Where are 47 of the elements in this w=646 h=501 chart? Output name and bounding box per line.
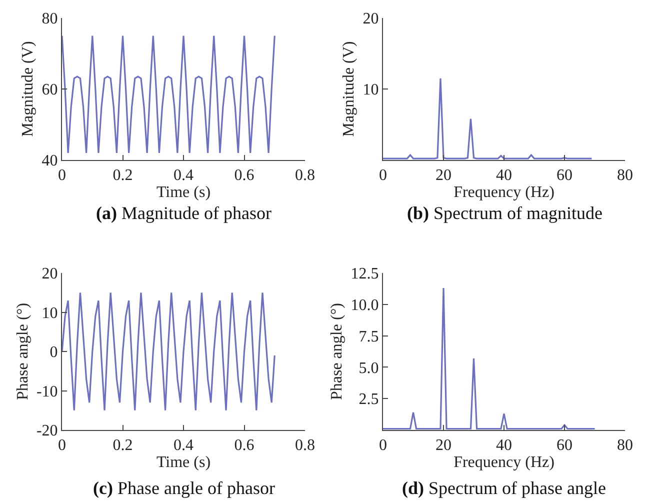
- y-axis-title: Magnitude (V): [20, 41, 37, 137]
- y-tick-label: 2.5: [358, 391, 379, 408]
- x-tick-label: 0.8: [295, 167, 315, 184]
- y-axis-title: Phase angle (°): [328, 302, 346, 400]
- y-tick-label: 20: [42, 266, 58, 283]
- x-tick-label: 0.2: [112, 167, 133, 184]
- x-tick-label: 0.4: [174, 437, 194, 454]
- line-series: [383, 78, 593, 160]
- x-tick-label: 0.6: [234, 167, 254, 184]
- y-tick-label: 10.0: [350, 297, 379, 314]
- text: (a) Magnitude of phasor: [96, 203, 272, 223]
- y-axis-title: Phase angle (°): [14, 302, 32, 400]
- x-tick-label: 80: [617, 167, 633, 184]
- y-tick-label: -20: [36, 422, 58, 440]
- x-tick-label: 80: [617, 437, 633, 454]
- y-tick-label: 12.5: [350, 266, 379, 283]
- x-tick-label: 0.2: [112, 437, 133, 454]
- x-axis-title: Time (s): [156, 454, 211, 472]
- x-tick-label: 60: [556, 167, 572, 184]
- y-tick-label: 60: [42, 82, 58, 99]
- y-tick-label: 40: [42, 152, 58, 170]
- x-tick-label: 60: [556, 437, 572, 454]
- y-tick-label: 10: [42, 304, 58, 322]
- x-tick-label: 20: [436, 167, 452, 184]
- y-axis-title: Magnitude (V): [340, 41, 358, 137]
- x-axis-title: Time (s): [156, 184, 211, 202]
- x-axis-title: Frequency (Hz): [454, 454, 554, 472]
- y-tick-label: 10: [362, 82, 379, 99]
- y-tick-label: 20: [362, 10, 379, 28]
- y-tick-label: 5.0: [358, 360, 379, 377]
- x-tick-label: 20: [436, 437, 452, 454]
- line-series: [383, 287, 596, 430]
- y-tick-label: 0: [50, 344, 58, 362]
- x-tick-label: 0.8: [295, 437, 315, 454]
- x-tick-label: 0.6: [234, 437, 254, 454]
- y-tick-label: 7.5: [358, 328, 379, 346]
- text: (b) Spectrum of magnitude: [407, 203, 602, 223]
- text: (c) Phase angle of phasor: [93, 478, 275, 498]
- y-tick-label: 80: [42, 10, 58, 28]
- line-series: [62, 292, 276, 412]
- line-series: [62, 34, 276, 154]
- x-tick-label: 0.4: [174, 167, 194, 184]
- y-tick-label: -10: [36, 383, 58, 400]
- text: (d) Spectrum of phase angle: [402, 478, 606, 498]
- x-tick-label: 40: [496, 167, 512, 184]
- x-axis-title: Frequency (Hz): [454, 184, 554, 202]
- x-tick-label: 40: [496, 437, 512, 454]
